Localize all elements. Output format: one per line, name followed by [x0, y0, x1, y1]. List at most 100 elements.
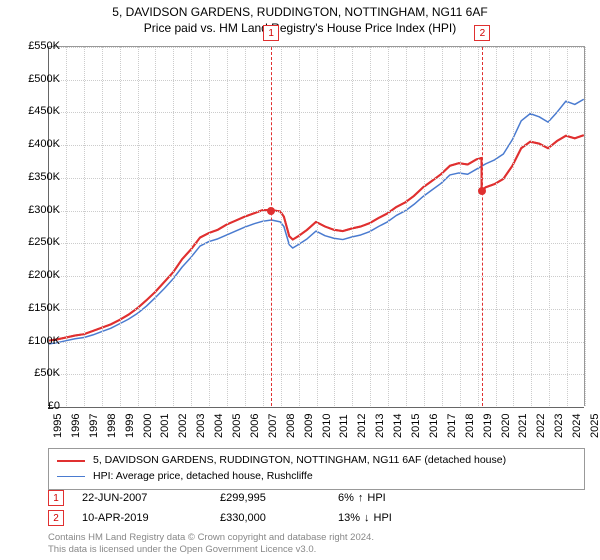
- x-axis-label: 2004: [213, 414, 225, 438]
- x-axis-label: 2005: [231, 414, 243, 438]
- marker-line: [271, 47, 272, 406]
- x-axis-label: 2006: [249, 414, 261, 438]
- legend-item: 5, DAVIDSON GARDENS, RUDDINGTON, NOTTING…: [57, 453, 576, 469]
- y-axis-label: £400K: [10, 138, 60, 150]
- y-axis-label: £50K: [10, 367, 60, 379]
- x-axis-label: 2015: [410, 414, 422, 438]
- gridline-v: [406, 47, 407, 406]
- transaction-marker: 1: [48, 490, 64, 506]
- y-axis-label: £550K: [10, 40, 60, 52]
- gridline-v: [549, 47, 550, 406]
- gridline-v: [263, 47, 264, 406]
- x-axis-label: 1995: [52, 414, 64, 438]
- gridline-v: [531, 47, 532, 406]
- x-axis-label: 1997: [88, 414, 100, 438]
- transaction-row: 210-APR-2019£330,00013%↓HPI: [48, 508, 585, 528]
- x-axis-label: 2000: [142, 414, 154, 438]
- transaction-price: £299,995: [220, 492, 320, 504]
- transaction-pct: 6%: [338, 492, 354, 504]
- legend-label: HPI: Average price, detached house, Rush…: [93, 469, 313, 485]
- marker-dot: [267, 207, 275, 215]
- legend-swatch: [57, 476, 85, 477]
- gridline-v: [227, 47, 228, 406]
- y-axis-label: £150K: [10, 302, 60, 314]
- gridline-v: [424, 47, 425, 406]
- gridline-v: [155, 47, 156, 406]
- gridline-v: [173, 47, 174, 406]
- gridline-v: [442, 47, 443, 406]
- gridline-v: [352, 47, 353, 406]
- gridline-v: [388, 47, 389, 406]
- transaction-suffix: HPI: [367, 492, 385, 504]
- x-axis-label: 2008: [285, 414, 297, 438]
- gridline-v: [567, 47, 568, 406]
- x-axis-label: 2024: [571, 414, 583, 438]
- gridline-v: [84, 47, 85, 406]
- x-axis-label: 2002: [177, 414, 189, 438]
- gridline-v: [102, 47, 103, 406]
- x-axis-label: 1996: [70, 414, 82, 438]
- y-axis-label: £250K: [10, 236, 60, 248]
- gridline-v: [496, 47, 497, 406]
- transaction-delta: 6% ↑HPI: [338, 492, 386, 504]
- y-axis-label: £0: [10, 400, 60, 412]
- x-axis-label: 2020: [500, 414, 512, 438]
- x-axis-label: 2013: [374, 414, 386, 438]
- x-axis-label: 2023: [553, 414, 565, 438]
- y-axis-label: £500K: [10, 73, 60, 85]
- x-axis-label: 2010: [321, 414, 333, 438]
- gridline-v: [191, 47, 192, 406]
- legend-swatch: [57, 460, 85, 462]
- footer-attribution: Contains HM Land Registry data © Crown c…: [48, 532, 374, 556]
- y-axis-label: £100K: [10, 335, 60, 347]
- x-axis-label: 2025: [589, 414, 600, 438]
- chart-plot-area: 12: [48, 46, 585, 406]
- gridline-v: [138, 47, 139, 406]
- gridline-v: [299, 47, 300, 406]
- x-axis: [48, 407, 584, 408]
- gridline-v: [120, 47, 121, 406]
- x-axis-label: 2016: [428, 414, 440, 438]
- gridline-v: [209, 47, 210, 406]
- y-axis-label: £200K: [10, 269, 60, 281]
- x-axis-label: 2014: [392, 414, 404, 438]
- y-axis-label: £350K: [10, 171, 60, 183]
- marker-line: [482, 47, 483, 406]
- transaction-marker: 2: [48, 510, 64, 526]
- title-block: 5, DAVIDSON GARDENS, RUDDINGTON, NOTTING…: [0, 0, 600, 36]
- gridline-v: [281, 47, 282, 406]
- footer-line-1: Contains HM Land Registry data © Crown c…: [48, 532, 374, 544]
- arrow-up-icon: ↑: [358, 492, 364, 504]
- gridline-v: [317, 47, 318, 406]
- arrow-down-icon: ↓: [364, 512, 370, 524]
- x-axis-label: 2003: [195, 414, 207, 438]
- transaction-delta: 13%↓HPI: [338, 512, 392, 524]
- gridline-v: [513, 47, 514, 406]
- gridline-v: [370, 47, 371, 406]
- gridline-v: [66, 47, 67, 406]
- x-axis-label: 1999: [124, 414, 136, 438]
- x-axis-label: 1998: [106, 414, 118, 438]
- transactions-table: 122-JUN-2007£299,9956%↑HPI210-APR-2019£3…: [48, 488, 585, 528]
- gridline-v: [478, 47, 479, 406]
- marker-badge: 1: [263, 25, 279, 41]
- legend-label: 5, DAVIDSON GARDENS, RUDDINGTON, NOTTING…: [93, 453, 506, 469]
- y-axis-label: £300K: [10, 204, 60, 216]
- transaction-date: 22-JUN-2007: [82, 492, 202, 504]
- legend-item: HPI: Average price, detached house, Rush…: [57, 469, 576, 485]
- x-axis-label: 2017: [446, 414, 458, 438]
- y-axis-label: £450K: [10, 105, 60, 117]
- x-axis-label: 2022: [535, 414, 547, 438]
- gridline-v: [585, 47, 586, 406]
- y-axis: [48, 47, 49, 406]
- transaction-date: 10-APR-2019: [82, 512, 202, 524]
- footer-line-2: This data is licensed under the Open Gov…: [48, 544, 374, 556]
- title-line-2: Price paid vs. HM Land Registry's House …: [0, 20, 600, 36]
- x-axis-label: 2018: [464, 414, 476, 438]
- x-axis-label: 2011: [338, 414, 350, 438]
- transaction-row: 1 22-JUN-2007 £299,995 6% ↑HPI: [48, 488, 585, 508]
- x-axis-label: 2021: [517, 414, 529, 438]
- gridline-v: [245, 47, 246, 406]
- x-axis-label: 2009: [303, 414, 315, 438]
- title-line-1: 5, DAVIDSON GARDENS, RUDDINGTON, NOTTING…: [0, 4, 600, 20]
